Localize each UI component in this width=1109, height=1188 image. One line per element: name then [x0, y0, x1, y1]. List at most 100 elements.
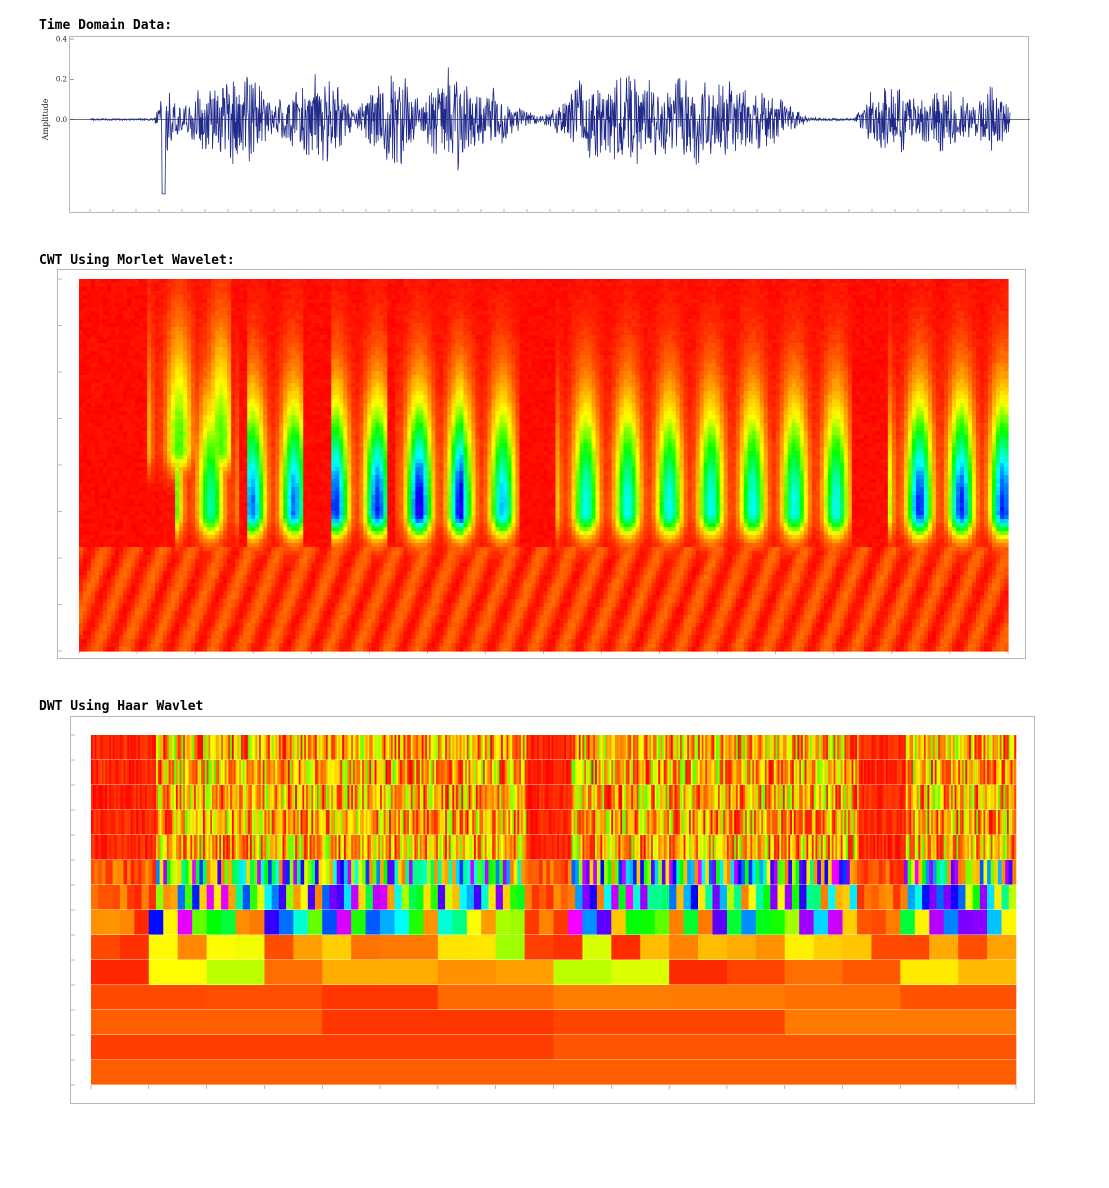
cwt-cell — [431, 327, 436, 332]
cwt-cell — [676, 303, 681, 308]
cwt-cell — [79, 279, 84, 284]
cwt-cell — [483, 319, 488, 324]
cwt-cell — [119, 303, 124, 308]
cwt-cell — [419, 311, 424, 316]
cwt-cell — [135, 307, 140, 312]
cwt-cell — [720, 343, 725, 348]
cwt-cell — [696, 279, 701, 284]
cwt-cell — [155, 339, 160, 344]
cwt-cell — [171, 335, 176, 340]
cwt-cell — [519, 299, 524, 304]
cwt-cell — [87, 295, 92, 300]
cwt-cell — [872, 287, 877, 292]
cwt-cell — [584, 323, 589, 328]
cwt-cell — [628, 359, 633, 364]
cwt-cell — [307, 295, 312, 300]
cwt-cell — [371, 335, 376, 340]
cwt-cell — [748, 343, 753, 348]
cwt-cell — [844, 327, 849, 332]
cwt-cell — [463, 295, 468, 300]
cwt-cell — [483, 335, 488, 340]
cwt-cell — [592, 351, 597, 356]
cwt-cell — [447, 359, 452, 364]
cwt-cell — [544, 303, 549, 308]
cwt-cell — [544, 279, 549, 284]
cwt-cell — [892, 307, 897, 312]
cwt-cell — [940, 311, 945, 316]
cwt-cell — [648, 351, 653, 356]
cwt-cell — [552, 323, 557, 328]
cwt-cell — [932, 307, 937, 312]
cwt-cell — [323, 279, 328, 284]
cwt-cell — [704, 343, 709, 348]
cwt-cell — [784, 335, 789, 340]
cwt-cell — [724, 287, 729, 292]
cwt-cell — [564, 351, 569, 356]
cwt-cell — [259, 279, 264, 284]
cwt-cell — [1000, 355, 1005, 360]
cwt-cell — [1000, 319, 1005, 324]
cwt-cell — [920, 351, 925, 356]
cwt-cell — [427, 339, 432, 344]
cwt-cell — [211, 307, 216, 312]
cwt-cell — [632, 339, 637, 344]
cwt-cell — [459, 319, 464, 324]
cwt-cell — [515, 279, 520, 284]
cwt-cell — [411, 355, 416, 360]
cwt-cell — [519, 319, 524, 324]
cwt-cell — [932, 323, 937, 328]
cwt-cell — [303, 327, 308, 332]
cwt-cell — [531, 291, 536, 296]
cwt-cell — [944, 319, 949, 324]
cwt-cell — [780, 343, 785, 348]
cwt-cell — [203, 339, 208, 344]
cwt-cell — [99, 315, 104, 320]
cwt-cell — [435, 355, 440, 360]
cwt-cell — [916, 335, 921, 340]
cwt-cell — [708, 331, 713, 336]
cwt-cell — [952, 347, 957, 352]
cwt-cell — [804, 331, 809, 336]
cwt-cell — [267, 351, 272, 356]
cwt-cell — [475, 283, 480, 288]
cwt-cell — [664, 347, 669, 352]
cwt-cell — [427, 279, 432, 284]
cwt-cell — [804, 355, 809, 360]
cwt-cell — [203, 319, 208, 324]
cwt-cell — [956, 291, 961, 296]
cwt-cell — [407, 303, 412, 308]
cwt-cell — [700, 303, 705, 308]
cwt-cell — [996, 307, 1001, 312]
cwt-cell — [283, 279, 288, 284]
cwt-cell — [243, 299, 248, 304]
cwt-cell — [608, 283, 613, 288]
cwt-cell — [984, 299, 989, 304]
cwt-cell — [608, 299, 613, 304]
cwt-cell — [507, 279, 512, 284]
cwt-cell — [956, 299, 961, 304]
cwt-cell — [556, 327, 561, 332]
cwt-cell — [868, 295, 873, 300]
cwt-cell — [463, 327, 468, 332]
cwt-cell — [968, 339, 973, 344]
cwt-cell — [824, 339, 829, 344]
cwt-cell — [924, 283, 929, 288]
cwt-cell — [295, 331, 300, 336]
cwt-cell — [652, 339, 657, 344]
cwt-cell — [744, 311, 749, 316]
cwt-cell — [387, 319, 392, 324]
cwt-cell — [720, 359, 725, 364]
cwt-cell — [692, 287, 697, 292]
cwt-cell — [383, 287, 388, 292]
cwt-cell — [323, 335, 328, 340]
cwt-cell — [203, 363, 208, 368]
cwt-cell — [944, 323, 949, 328]
cwt-cell — [171, 339, 176, 344]
cwt-cell — [379, 311, 384, 316]
cwt-cell — [680, 315, 685, 320]
cwt-cell — [259, 311, 264, 316]
cwt-cell — [119, 307, 124, 312]
cwt-cell — [263, 351, 268, 356]
cwt-cell — [355, 287, 360, 292]
cwt-cell — [904, 323, 909, 328]
